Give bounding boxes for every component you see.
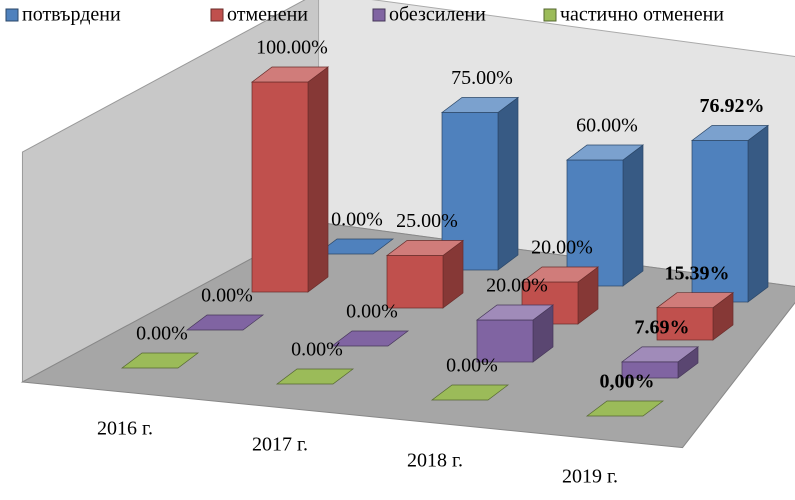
bar-top — [275, 368, 355, 385]
bar — [185, 314, 265, 331]
bar-top — [520, 266, 600, 283]
bar — [430, 384, 510, 401]
legend-swatch — [543, 8, 557, 22]
bar-top — [315, 238, 395, 255]
bar — [620, 346, 700, 379]
bar-side — [747, 124, 769, 303]
bar-front — [386, 255, 444, 309]
bar — [330, 330, 410, 347]
bar — [475, 304, 555, 363]
legend-swatch — [210, 8, 224, 22]
bar-top — [475, 304, 555, 321]
data-label: 25.00% — [396, 210, 458, 232]
data-label: 100.00% — [256, 37, 328, 59]
data-label: 20.00% — [531, 237, 593, 259]
x-tick-label: 2017 г. — [252, 434, 308, 456]
data-label: 76.92% — [700, 95, 765, 117]
bar-side — [622, 144, 644, 287]
data-label: 75.00% — [451, 67, 513, 89]
bar-top — [385, 240, 465, 256]
data-label: 0.00% — [201, 285, 253, 307]
bar — [315, 238, 395, 255]
bar-top — [440, 97, 520, 113]
data-label: 0.00% — [446, 355, 498, 377]
x-tick-label: 2019 г. — [562, 466, 618, 488]
bar-top — [690, 125, 770, 141]
bar-front — [476, 319, 534, 363]
data-label: 0.00% — [346, 301, 398, 323]
bar-side — [307, 66, 329, 293]
legend-label: потвърдени — [22, 4, 121, 26]
bar — [585, 400, 665, 417]
bar-top — [250, 66, 330, 83]
legend-label: частично отменени — [560, 4, 724, 26]
bar — [565, 144, 645, 287]
data-label: 60.00% — [576, 115, 638, 137]
legend-label: обезсилени — [389, 4, 486, 26]
data-label: 7.69% — [635, 316, 690, 338]
bar-top — [120, 352, 200, 369]
bar-side — [497, 96, 519, 271]
data-label: 15.39% — [665, 262, 730, 284]
bar — [275, 368, 355, 385]
bar-top — [430, 384, 510, 401]
legend-label: отменени — [227, 4, 308, 26]
bar-front — [691, 140, 749, 303]
legend-swatch — [5, 8, 19, 22]
legend-swatch — [372, 8, 386, 22]
bar-top — [620, 346, 700, 363]
bar — [385, 239, 465, 309]
bar-top — [655, 292, 735, 309]
bar-top — [585, 400, 665, 417]
bar — [250, 66, 330, 293]
bar-front — [656, 307, 714, 341]
x-tick-label: 2018 г. — [407, 450, 463, 472]
data-label: 0,00% — [600, 371, 655, 393]
x-tick-label: 2016 г. — [97, 418, 153, 440]
bar — [690, 124, 770, 303]
bar-front — [251, 81, 309, 293]
data-label: 0.00% — [331, 209, 383, 231]
bar-top — [330, 330, 410, 347]
data-label: 0.00% — [291, 339, 343, 361]
data-label: 20.00% — [486, 275, 548, 297]
bar-top — [565, 144, 645, 161]
data-label: 0.00% — [136, 323, 188, 345]
bar-top — [185, 314, 265, 331]
bar — [120, 352, 200, 369]
bar — [655, 291, 735, 341]
